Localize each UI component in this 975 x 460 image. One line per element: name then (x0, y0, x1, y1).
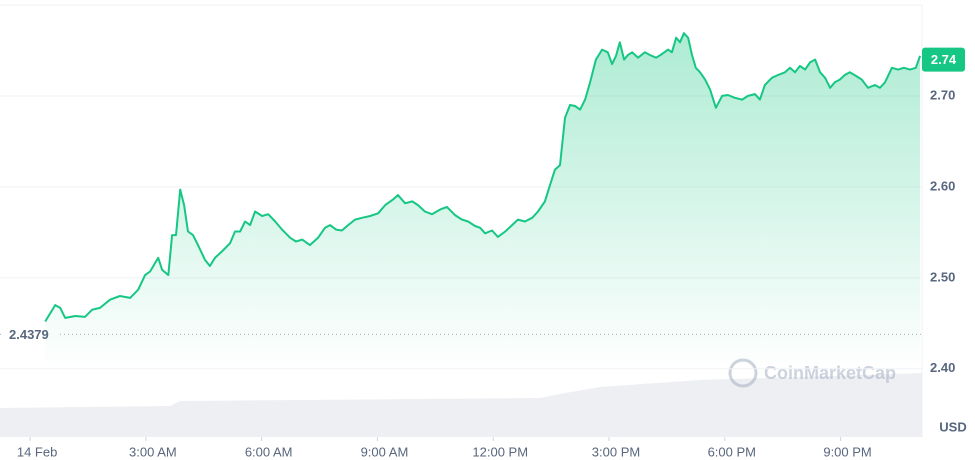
volume-area (0, 373, 922, 437)
x-tick-label: 12:00 PM (472, 444, 528, 459)
y-tick-label: 2.40 (930, 360, 955, 375)
x-tick-label: 9:00 AM (361, 444, 409, 459)
currency-label: USD (939, 419, 966, 434)
x-tick-label: 9:00 PM (823, 444, 871, 459)
x-tick-label: 3:00 PM (592, 444, 640, 459)
x-tick-label: 14 Feb (17, 444, 57, 459)
baseline-label: 2.4379 (9, 327, 49, 342)
price-line (44, 32, 922, 323)
current-price-badge (922, 47, 965, 72)
price-area (45, 33, 921, 370)
y-tick-label: 2.70 (930, 87, 955, 102)
y-tick-label: 2.60 (930, 178, 955, 193)
x-tick-label: 6:00 AM (245, 444, 293, 459)
x-tick-label: 3:00 AM (129, 444, 177, 459)
y-tick-label: 2.50 (930, 269, 955, 284)
x-tick-label: 6:00 PM (708, 444, 756, 459)
current-price-label: 2.74 (931, 52, 957, 67)
